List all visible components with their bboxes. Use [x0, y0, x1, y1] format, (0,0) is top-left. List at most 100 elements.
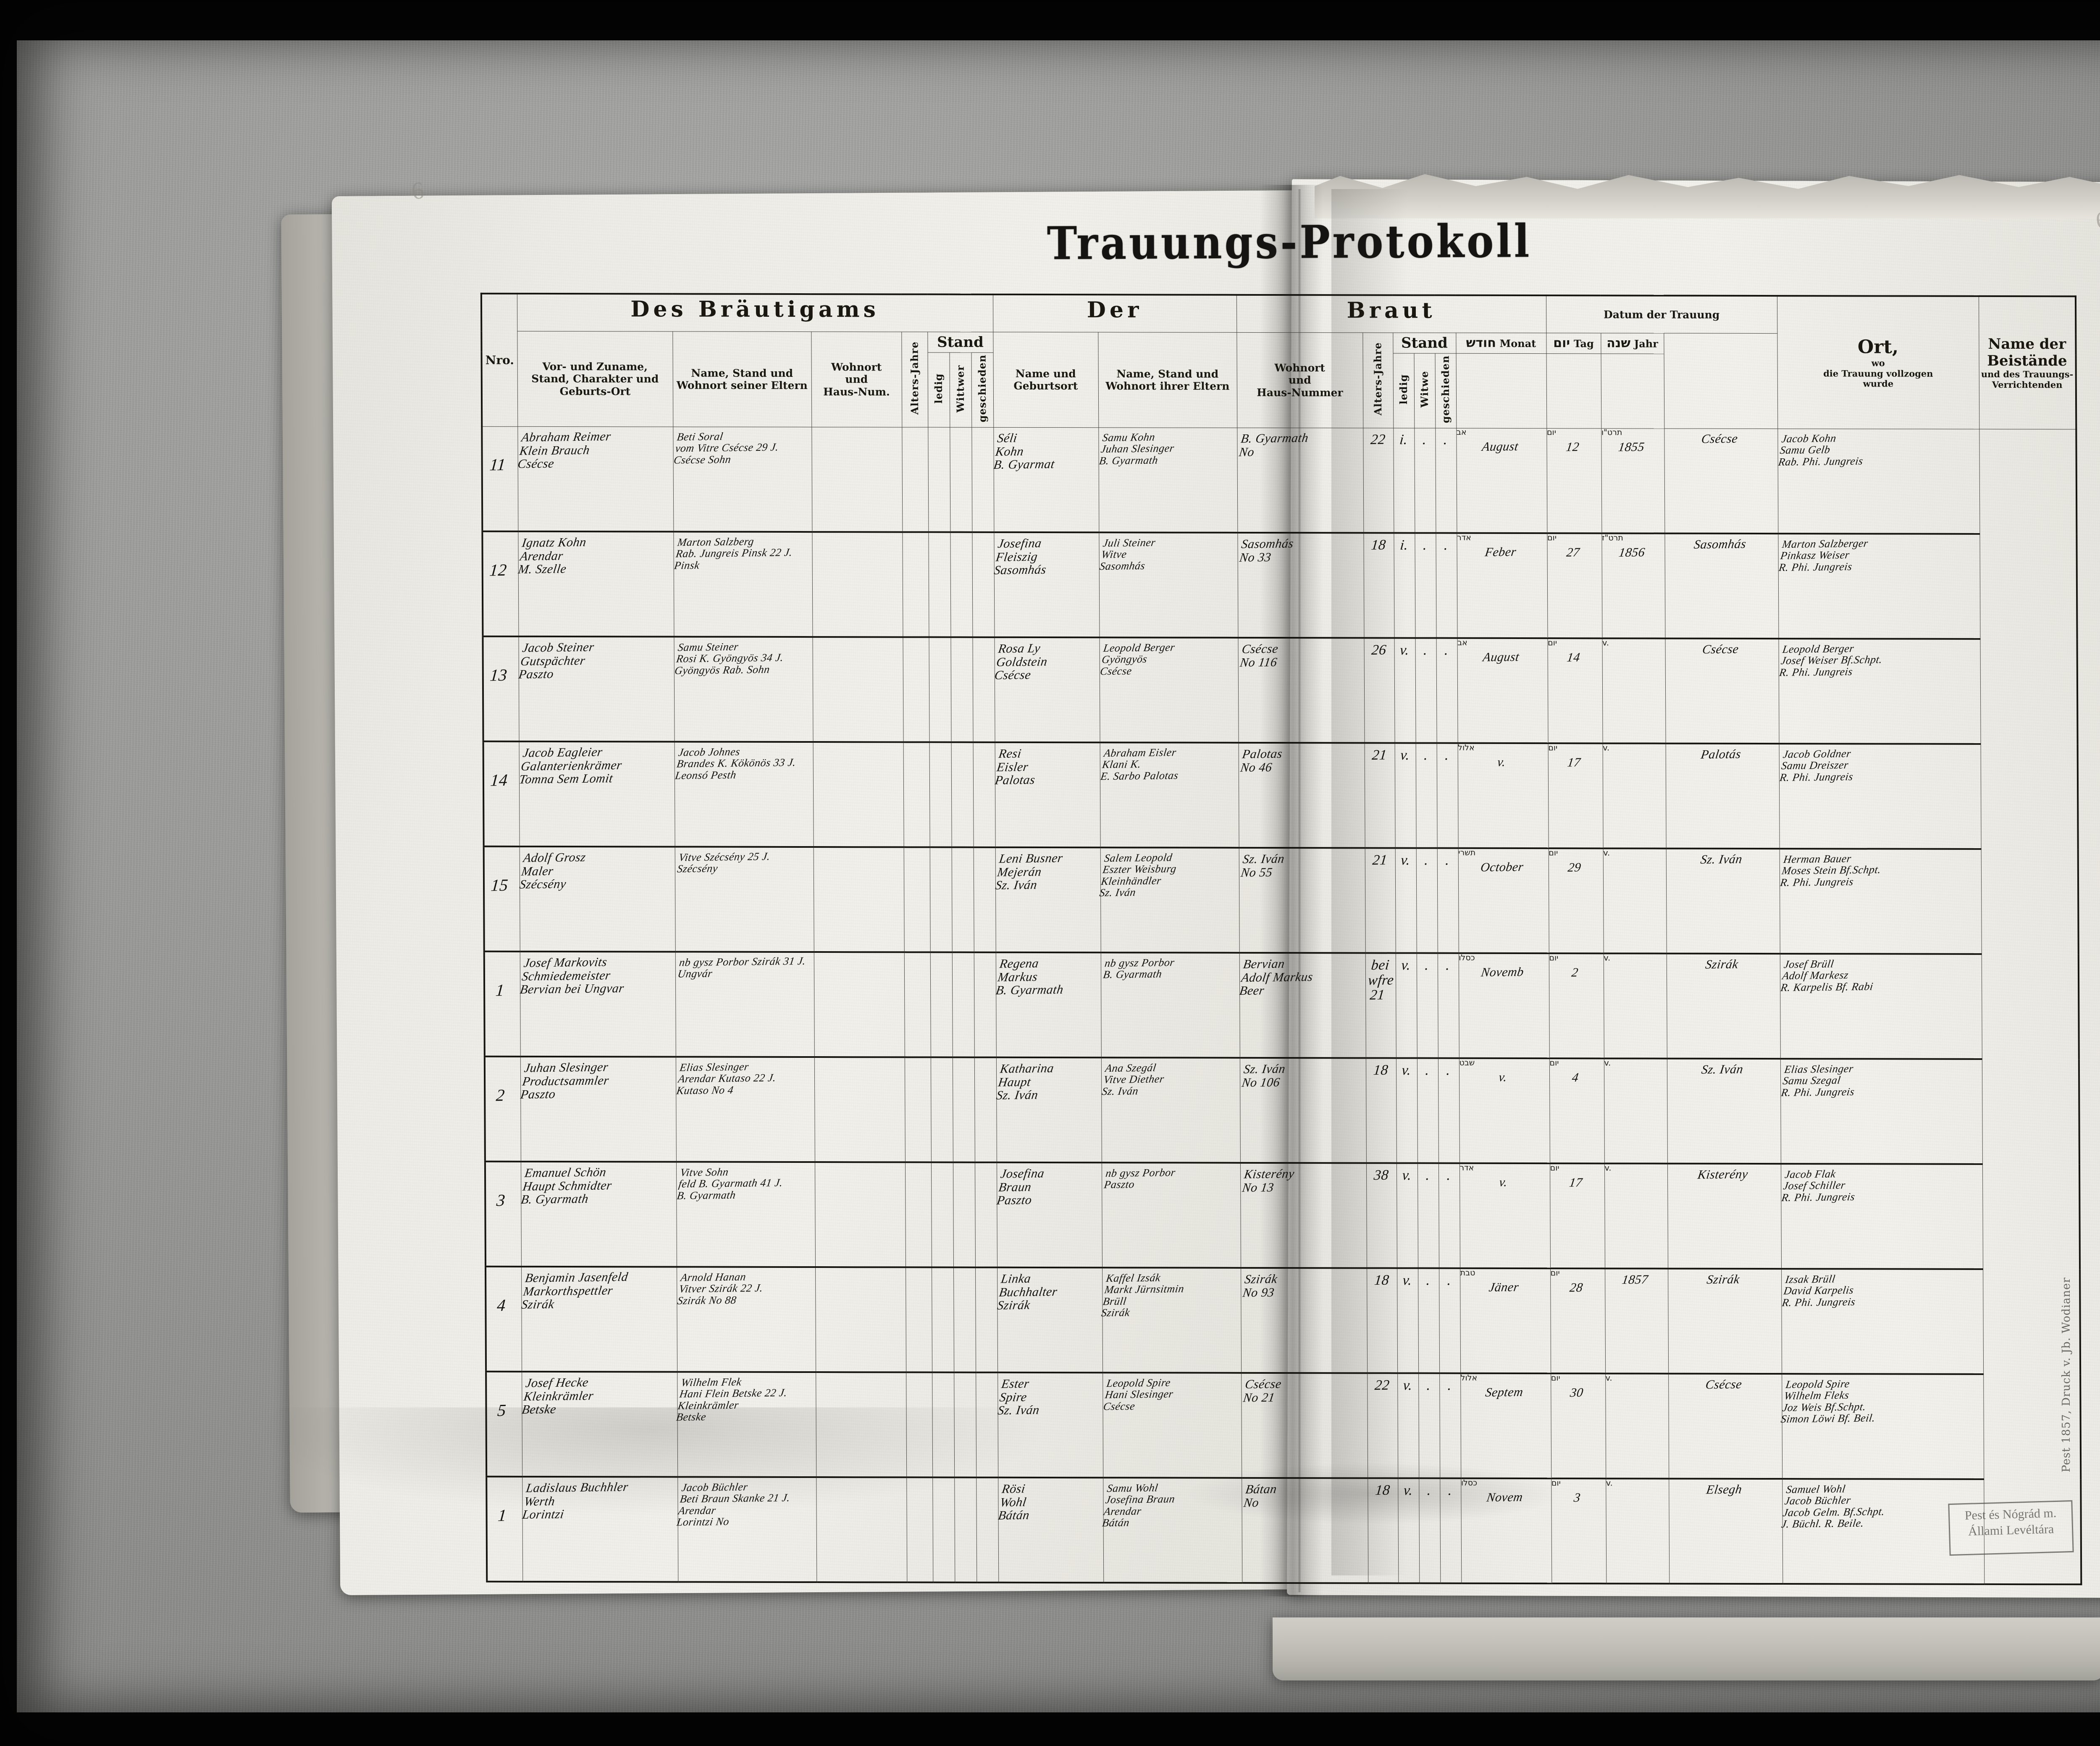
groom-residence — [814, 1162, 905, 1168]
cell-bride-geschieden: . — [1436, 638, 1458, 744]
col-bride-geschieden: geschieden — [1435, 353, 1457, 429]
cell-groom-geschieden — [976, 1478, 999, 1583]
date-year: 1857 — [1621, 1273, 1649, 1287]
cell-groom-ledig — [930, 1057, 953, 1163]
cell-witnesses: Leopold Spire Wilhelm Fleks Joz Weis Bf.… — [1780, 1374, 1984, 1480]
cell-date-year: 1857 — [1605, 1268, 1669, 1374]
cell-bride-ledig: i. — [1394, 533, 1415, 639]
cell-nro: 1 — [486, 1477, 523, 1582]
cell-bride-parents: Juli Steiner Witve Sasomhás — [1099, 532, 1238, 638]
row-number: 14 — [489, 770, 509, 790]
date-year — [1602, 647, 1665, 652]
groom-parents: Elias Slesinger Arendar Kutaso 22 J. Kut… — [675, 1060, 777, 1097]
cell-groom-ledig — [931, 1162, 954, 1268]
table-row: 12 Ignatz Kohn Arendar M. Szelle Marton Sa… — [482, 531, 2077, 639]
date-year — [1605, 1382, 1668, 1387]
cell-bride-parents: Salem Leopold Eszter Weisburg Kleinhändl… — [1098, 847, 1239, 953]
table-row: 4 Benjamin Jasenfeld Markorthspettler Szi… — [485, 1267, 2080, 1375]
col-group-groom: Des Bräutigams — [517, 293, 993, 332]
cell-bride-age: 18 — [1363, 533, 1394, 638]
cell-bride-age: 22 — [1363, 428, 1394, 533]
marriage-place: Szirák — [1706, 1272, 1740, 1287]
cell-bride-residence: Sz. Iván No 106 — [1239, 1058, 1366, 1163]
cell-bride-witwe: . — [1418, 1373, 1440, 1479]
bride-residence: Sz. Iván No 55 — [1239, 852, 1285, 880]
cell-groom-residence — [812, 532, 903, 637]
label-witwe: Witwe — [1418, 371, 1431, 408]
bride-stand-dot: . — [1424, 957, 1430, 973]
cell-bride-witwe: . — [1419, 1478, 1441, 1584]
bride-stand-mark: v. — [1400, 957, 1411, 973]
bride-parents: Kaffel Izsák Markt Jürnsitmin Brüll Szir… — [1100, 1271, 1185, 1319]
bride-parents: Leopold Spire Hani Slesinger Csécse — [1102, 1376, 1174, 1413]
bride-residence: Sasomhás No 33 — [1238, 536, 1294, 565]
col-bride-ledig: ledig — [1393, 353, 1415, 429]
date-month: Feber — [1484, 545, 1517, 560]
cell-bride-ledig: v. — [1394, 743, 1416, 849]
groom-parents: Jacob Johnes Brandes K. Kökönös 33 J. Le… — [674, 745, 797, 782]
table-head: Nro. Des Bräutigams Der Braut Datum der … — [481, 293, 2076, 429]
cell-bride-name: Rösi Wohl Bátán — [997, 1478, 1104, 1583]
cell-bride-name: Josefina Braun Paszto — [996, 1162, 1102, 1268]
cell-date-month: טבת Jäner — [1460, 1268, 1551, 1374]
cell-bride-name: Linka Buchhalter Szirák — [996, 1267, 1103, 1373]
witness-names: Herman Bauer Moses Stein Bf.Schpt. R. Ph… — [1779, 852, 1882, 889]
groom-age — [905, 1163, 931, 1168]
bride-residence: Szirák No 93 — [1242, 1272, 1278, 1300]
cell-groom-parents: Samu Steiner Rosi K. Gyöngyös 34 J. Gyön… — [674, 636, 813, 742]
cell-place: Szirák — [1668, 1269, 1782, 1374]
cell-date-year: v. — [1603, 848, 1667, 954]
col-groom-residence: Wohnort und Haus-Num. — [811, 331, 902, 427]
cell-bride-ledig: v. — [1398, 1478, 1420, 1583]
cell-groom-residence — [816, 1372, 907, 1478]
cell-nro: 15 — [483, 847, 520, 952]
cell-date-year: תרט"ו 1855 — [1601, 428, 1665, 534]
cell-bride-ledig: v. — [1394, 638, 1416, 744]
row-number: 4 — [496, 1296, 507, 1315]
cell-groom-parents: Arnold Hanan Vitver Szirák 22 J. Szirák … — [677, 1267, 816, 1373]
cell-date-month: אלול v. — [1457, 743, 1549, 849]
printer-imprint: Pest 1857, Druck v. Jb. Wodianer — [2060, 1277, 2073, 1473]
col-groom-wittwer: Wittwer — [949, 352, 972, 428]
groom-age — [906, 1268, 932, 1273]
cell-groom-age — [906, 1372, 933, 1478]
col-groom-parents: Name, Stand und Wohnort seiner Eltern — [672, 331, 812, 427]
cell-groom-wittwer — [952, 952, 974, 1058]
marriage-place: Szirák — [1704, 957, 1739, 972]
bride-parents: nb gysz Porbor B. Gyarmath — [1102, 956, 1175, 981]
bride-parents: Abraham Eisler Klani K. E. Sarbo Palotas — [1100, 746, 1179, 783]
cell-date-month: אב August — [1457, 638, 1548, 744]
cell-place: Sz. Iván — [1666, 849, 1780, 954]
cell-date-day: יום 4 — [1549, 1058, 1605, 1164]
cell-bride-name: Séli Kohn B. Gyarmat — [992, 427, 1099, 533]
date-month: v. — [1497, 1070, 1508, 1085]
col-witnesses: Name der Beistände und des Trauungs-Verr… — [1979, 296, 2076, 429]
cell-bride-witwe: . — [1415, 533, 1436, 639]
cell-groom-ledig — [929, 847, 952, 953]
groom-name: Adolf Grosz Maler Szécsény — [518, 850, 587, 892]
groom-age — [903, 848, 929, 852]
bride-residence: Palotas No 46 — [1239, 747, 1284, 775]
cell-groom-age — [906, 1477, 933, 1583]
col-groom-stand: Stand — [927, 332, 993, 353]
cell-nro: 13 — [483, 636, 519, 742]
cell-bride-name: Ester Spire Sz. Iván — [997, 1373, 1103, 1478]
groom-residence — [811, 532, 902, 537]
col-bride-name: Name und Geburtsort — [993, 332, 1099, 428]
table-body: 11 Abraham Reimer Klein Brauch Csécse Beti… — [482, 426, 2081, 1585]
cell-date-year: v. — [1602, 638, 1666, 744]
col-bride-witwe: Witwe — [1414, 353, 1436, 429]
cell-bride-residence: Bervian Adolf Markus Beer — [1239, 953, 1366, 1058]
date-day-hebrew: יום — [1546, 428, 1557, 437]
cell-groom-name: Jacob Eagleier Galanterienkrämer Tomna S… — [518, 742, 675, 847]
col-group-bride-b: Braut — [1236, 295, 1546, 333]
col-bride-age: Alters-Jahre — [1362, 333, 1394, 428]
marriage-place: Csécse — [1704, 1377, 1743, 1392]
witness-names: Josef Brüll Adolf Markesz R. Karpelis Bf… — [1780, 957, 1874, 994]
groom-name: Benjamin Jasenfeld Markorthspettler Szir… — [520, 1270, 629, 1312]
cell-groom-geschieden — [975, 1267, 998, 1373]
cell-bride-ledig: v. — [1395, 953, 1417, 1058]
cell-groom-geschieden — [974, 952, 996, 1058]
date-month: Novemb — [1480, 965, 1525, 980]
groom-residence — [811, 426, 901, 431]
